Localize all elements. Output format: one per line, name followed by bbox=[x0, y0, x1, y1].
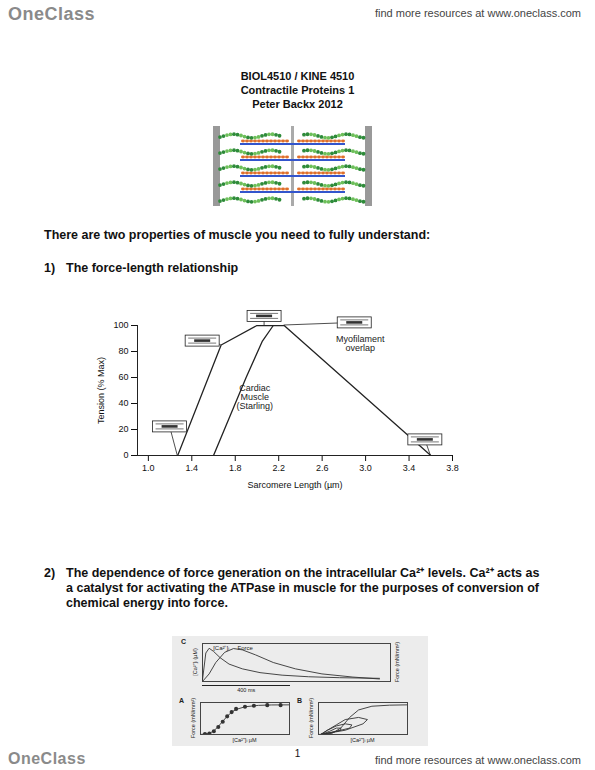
html-text:find more resources at www.one: find more resources at www.oneclass.com bbox=[375, 754, 581, 766]
html-text:A: A bbox=[179, 697, 185, 704]
svg-text:3.4: 3.4 bbox=[403, 463, 416, 473]
svg-text:Myofilamentoverlap: Myofilamentoverlap bbox=[336, 334, 385, 353]
svg-text:80: 80 bbox=[118, 346, 128, 356]
html-text:find more resources at www.one: find more resources at www.oneclass.com bbox=[375, 7, 581, 19]
svg-text:0: 0 bbox=[123, 450, 128, 460]
html-text:Force (mN/mm²): Force (mN/mm²) bbox=[394, 641, 400, 683]
svg-text:100: 100 bbox=[113, 320, 128, 330]
html-text:Force (mN/mm²): Force (mN/mm²) bbox=[308, 697, 314, 739]
svg-text:CardiacMuscle(Starling): CardiacMuscle(Starling) bbox=[237, 383, 274, 411]
html-text:BIOL4510 / KINE 4510: BIOL4510 / KINE 4510 bbox=[240, 70, 355, 82]
html-text:C: C bbox=[181, 638, 187, 645]
html-text:The force-length relationship: The force-length relationship bbox=[66, 261, 239, 275]
html-text:1: 1 bbox=[294, 748, 301, 759]
svg-text:[Ca²⁺]ᵢ: [Ca²⁺]ᵢ bbox=[213, 645, 229, 651]
svg-text:1.0: 1.0 bbox=[142, 463, 155, 473]
svg-text:3.8: 3.8 bbox=[446, 463, 459, 473]
svg-text:20: 20 bbox=[118, 424, 128, 434]
svg-text:3.0: 3.0 bbox=[359, 463, 372, 473]
html-text:There are two properties of mu: There are two properties of muscle you n… bbox=[44, 228, 431, 242]
svg-text:2.6: 2.6 bbox=[316, 463, 329, 473]
svg-text:Tension (% Max): Tension (% Max) bbox=[96, 357, 106, 424]
svg-text:1.8: 1.8 bbox=[229, 463, 242, 473]
svg-text:Force: Force bbox=[237, 645, 253, 651]
html-text:[Ca²⁺]ᵢ µM: [Ca²⁺]ᵢ µM bbox=[232, 737, 257, 743]
html-text:Peter Backx 2012: Peter Backx 2012 bbox=[252, 98, 343, 110]
svg-text:Sarcomere Length (µm): Sarcomere Length (µm) bbox=[247, 480, 342, 490]
html-text:[Ca²⁺]ᵢ (µM): [Ca²⁺]ᵢ (µM) bbox=[192, 648, 198, 676]
html-text:Force (mN/mm²): Force (mN/mm²) bbox=[190, 697, 196, 739]
html-text:The dependence of force genera: The dependence of force generation on th… bbox=[66, 566, 540, 610]
html-text:OneClass: OneClass bbox=[8, 4, 95, 24]
html-text:1): 1) bbox=[44, 261, 56, 275]
svg-text:1.4: 1.4 bbox=[186, 463, 199, 473]
html-text:OneClass: OneClass bbox=[8, 750, 86, 767]
html-text:Contractile Proteins 1: Contractile Proteins 1 bbox=[240, 84, 355, 96]
html-text:400 ms: 400 ms bbox=[237, 687, 256, 693]
html-text:B: B bbox=[297, 697, 303, 704]
svg-text:60: 60 bbox=[118, 372, 128, 382]
svg-text:40: 40 bbox=[118, 398, 128, 408]
html-text:2): 2) bbox=[44, 566, 56, 580]
html-text:[Ca²⁺]ᵢ µM: [Ca²⁺]ᵢ µM bbox=[350, 737, 375, 743]
svg-text:2.2: 2.2 bbox=[272, 463, 285, 473]
